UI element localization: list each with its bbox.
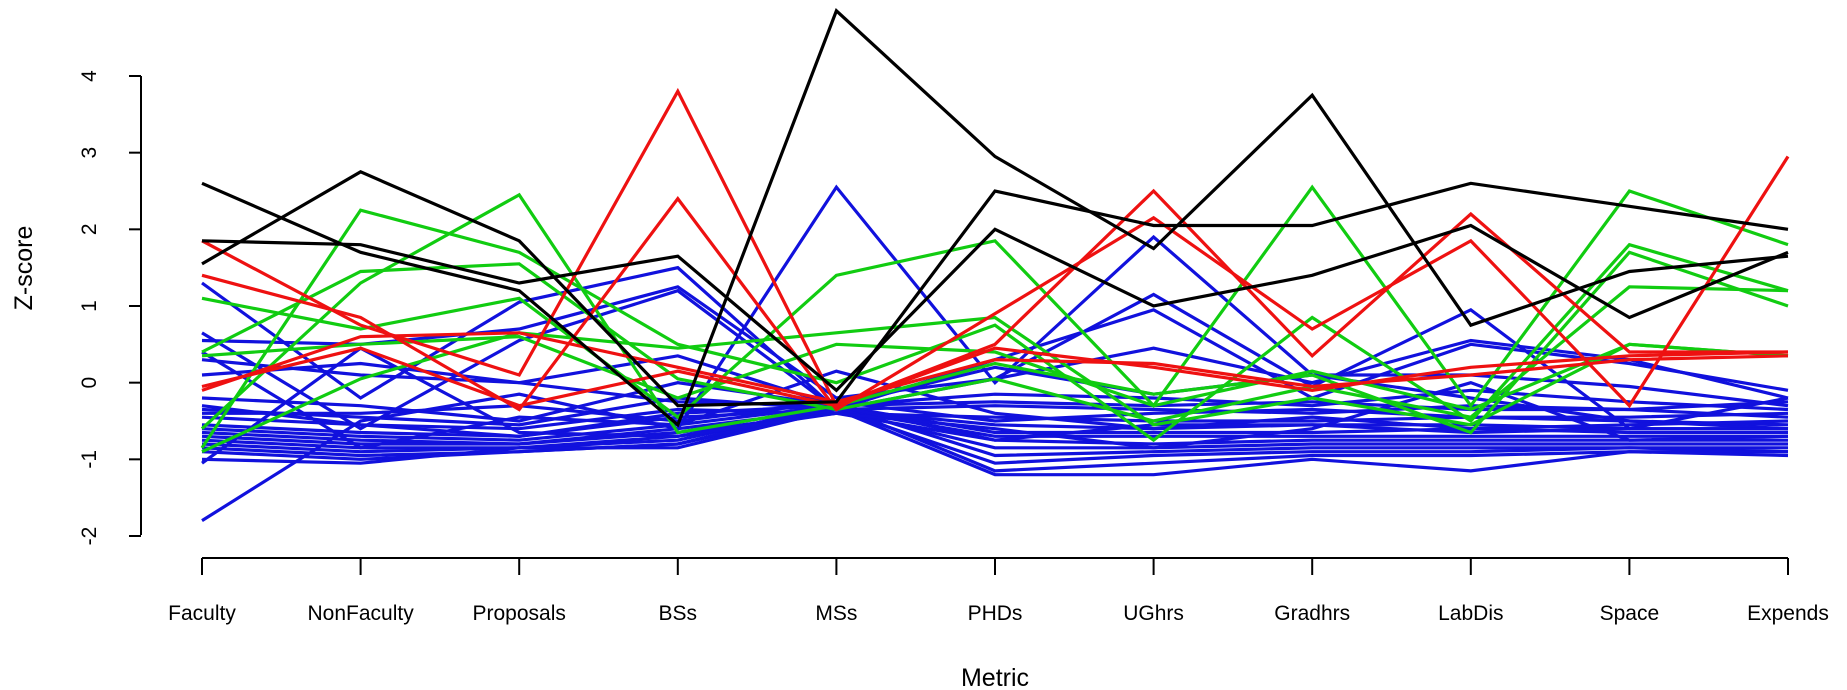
series-layer: [200, 8, 1790, 523]
series-line-green-12: [201, 315, 1789, 454]
y-axis-title: Z-score: [10, 226, 38, 311]
y-tick-label: -2: [78, 527, 101, 546]
series-line-green-8: [201, 184, 1789, 420]
series-line-blue-27: [201, 404, 1788, 458]
y-tick-label: 1: [78, 300, 101, 312]
series-line-red-4: [201, 87, 1788, 408]
x-tick-label-bss: BSs: [659, 602, 698, 625]
x-tick-label-labdis: LabDis: [1438, 602, 1503, 625]
x-tick-label-faculty: Faculty: [168, 602, 236, 625]
series-line-black-2: [201, 170, 1789, 408]
series-line-red-5: [201, 155, 1790, 412]
series-line-blue-32: [201, 350, 1789, 450]
y-tick-label: 2: [78, 223, 101, 235]
series-line-red-7: [201, 346, 1789, 408]
x-tick-label-mss: MSs: [815, 602, 857, 625]
series-line-blue-35: [201, 404, 1788, 442]
series-line-green-11: [201, 262, 1789, 423]
series-line-blue-31: [201, 346, 1789, 465]
x-axis-title: Metric: [961, 664, 1029, 690]
x-tick-label-gradhrs: Gradhrs: [1274, 602, 1350, 625]
x-tick-label-nonfaculty: NonFaculty: [307, 602, 414, 625]
series-line-blue-19: [201, 381, 1789, 423]
series-line-blue-18: [201, 354, 1789, 408]
tick-layer: -2 -1 0 1 2 3 4 Faculty NonFaculty Proposals BSs MS…: [78, 70, 1829, 625]
series-line-blue-30: [201, 407, 1789, 477]
x-tick-label-phds: PHDs: [968, 602, 1023, 625]
series-line-black-3: [201, 223, 1789, 393]
y-tick-label: 0: [78, 377, 101, 389]
x-tick-label-ughrs: UGhrs: [1123, 602, 1184, 625]
series-line-green-13: [201, 335, 1789, 412]
series-line-black-1: [201, 8, 1789, 428]
x-tick-label-space: Space: [1600, 602, 1660, 625]
y-tick-label: -1: [78, 450, 101, 469]
axes-layer: [140, 76, 1788, 559]
series-line-blue-33: [202, 400, 1789, 423]
series-line-red-6: [201, 331, 1789, 404]
y-tick-label: 3: [78, 147, 101, 159]
y-tick-label: 4: [78, 70, 101, 82]
x-tick-label-proposals: Proposals: [473, 602, 566, 625]
series-line-blue-20: [201, 396, 1789, 427]
x-tick-label-expends: Expends: [1747, 602, 1829, 625]
